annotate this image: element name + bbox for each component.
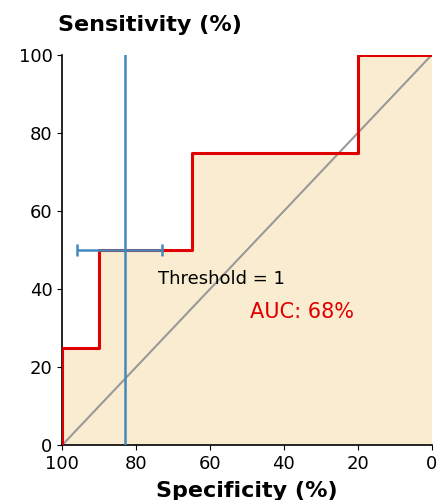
Polygon shape <box>62 55 432 445</box>
Text: Threshold = 1: Threshold = 1 <box>158 270 285 287</box>
Text: AUC: 68%: AUC: 68% <box>251 302 354 322</box>
X-axis label: Specificity (%): Specificity (%) <box>156 481 338 500</box>
Text: Sensitivity (%): Sensitivity (%) <box>58 15 242 35</box>
